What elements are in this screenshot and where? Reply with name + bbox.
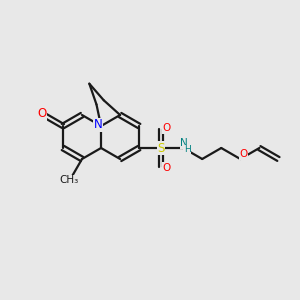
Text: O: O	[239, 149, 248, 159]
Text: H: H	[184, 146, 190, 154]
Text: CH₃: CH₃	[59, 175, 79, 185]
Text: N: N	[180, 138, 188, 148]
Text: O: O	[162, 123, 170, 133]
Text: N: N	[94, 118, 102, 131]
Text: O: O	[162, 163, 170, 173]
Text: S: S	[158, 142, 165, 154]
Text: O: O	[37, 107, 46, 120]
